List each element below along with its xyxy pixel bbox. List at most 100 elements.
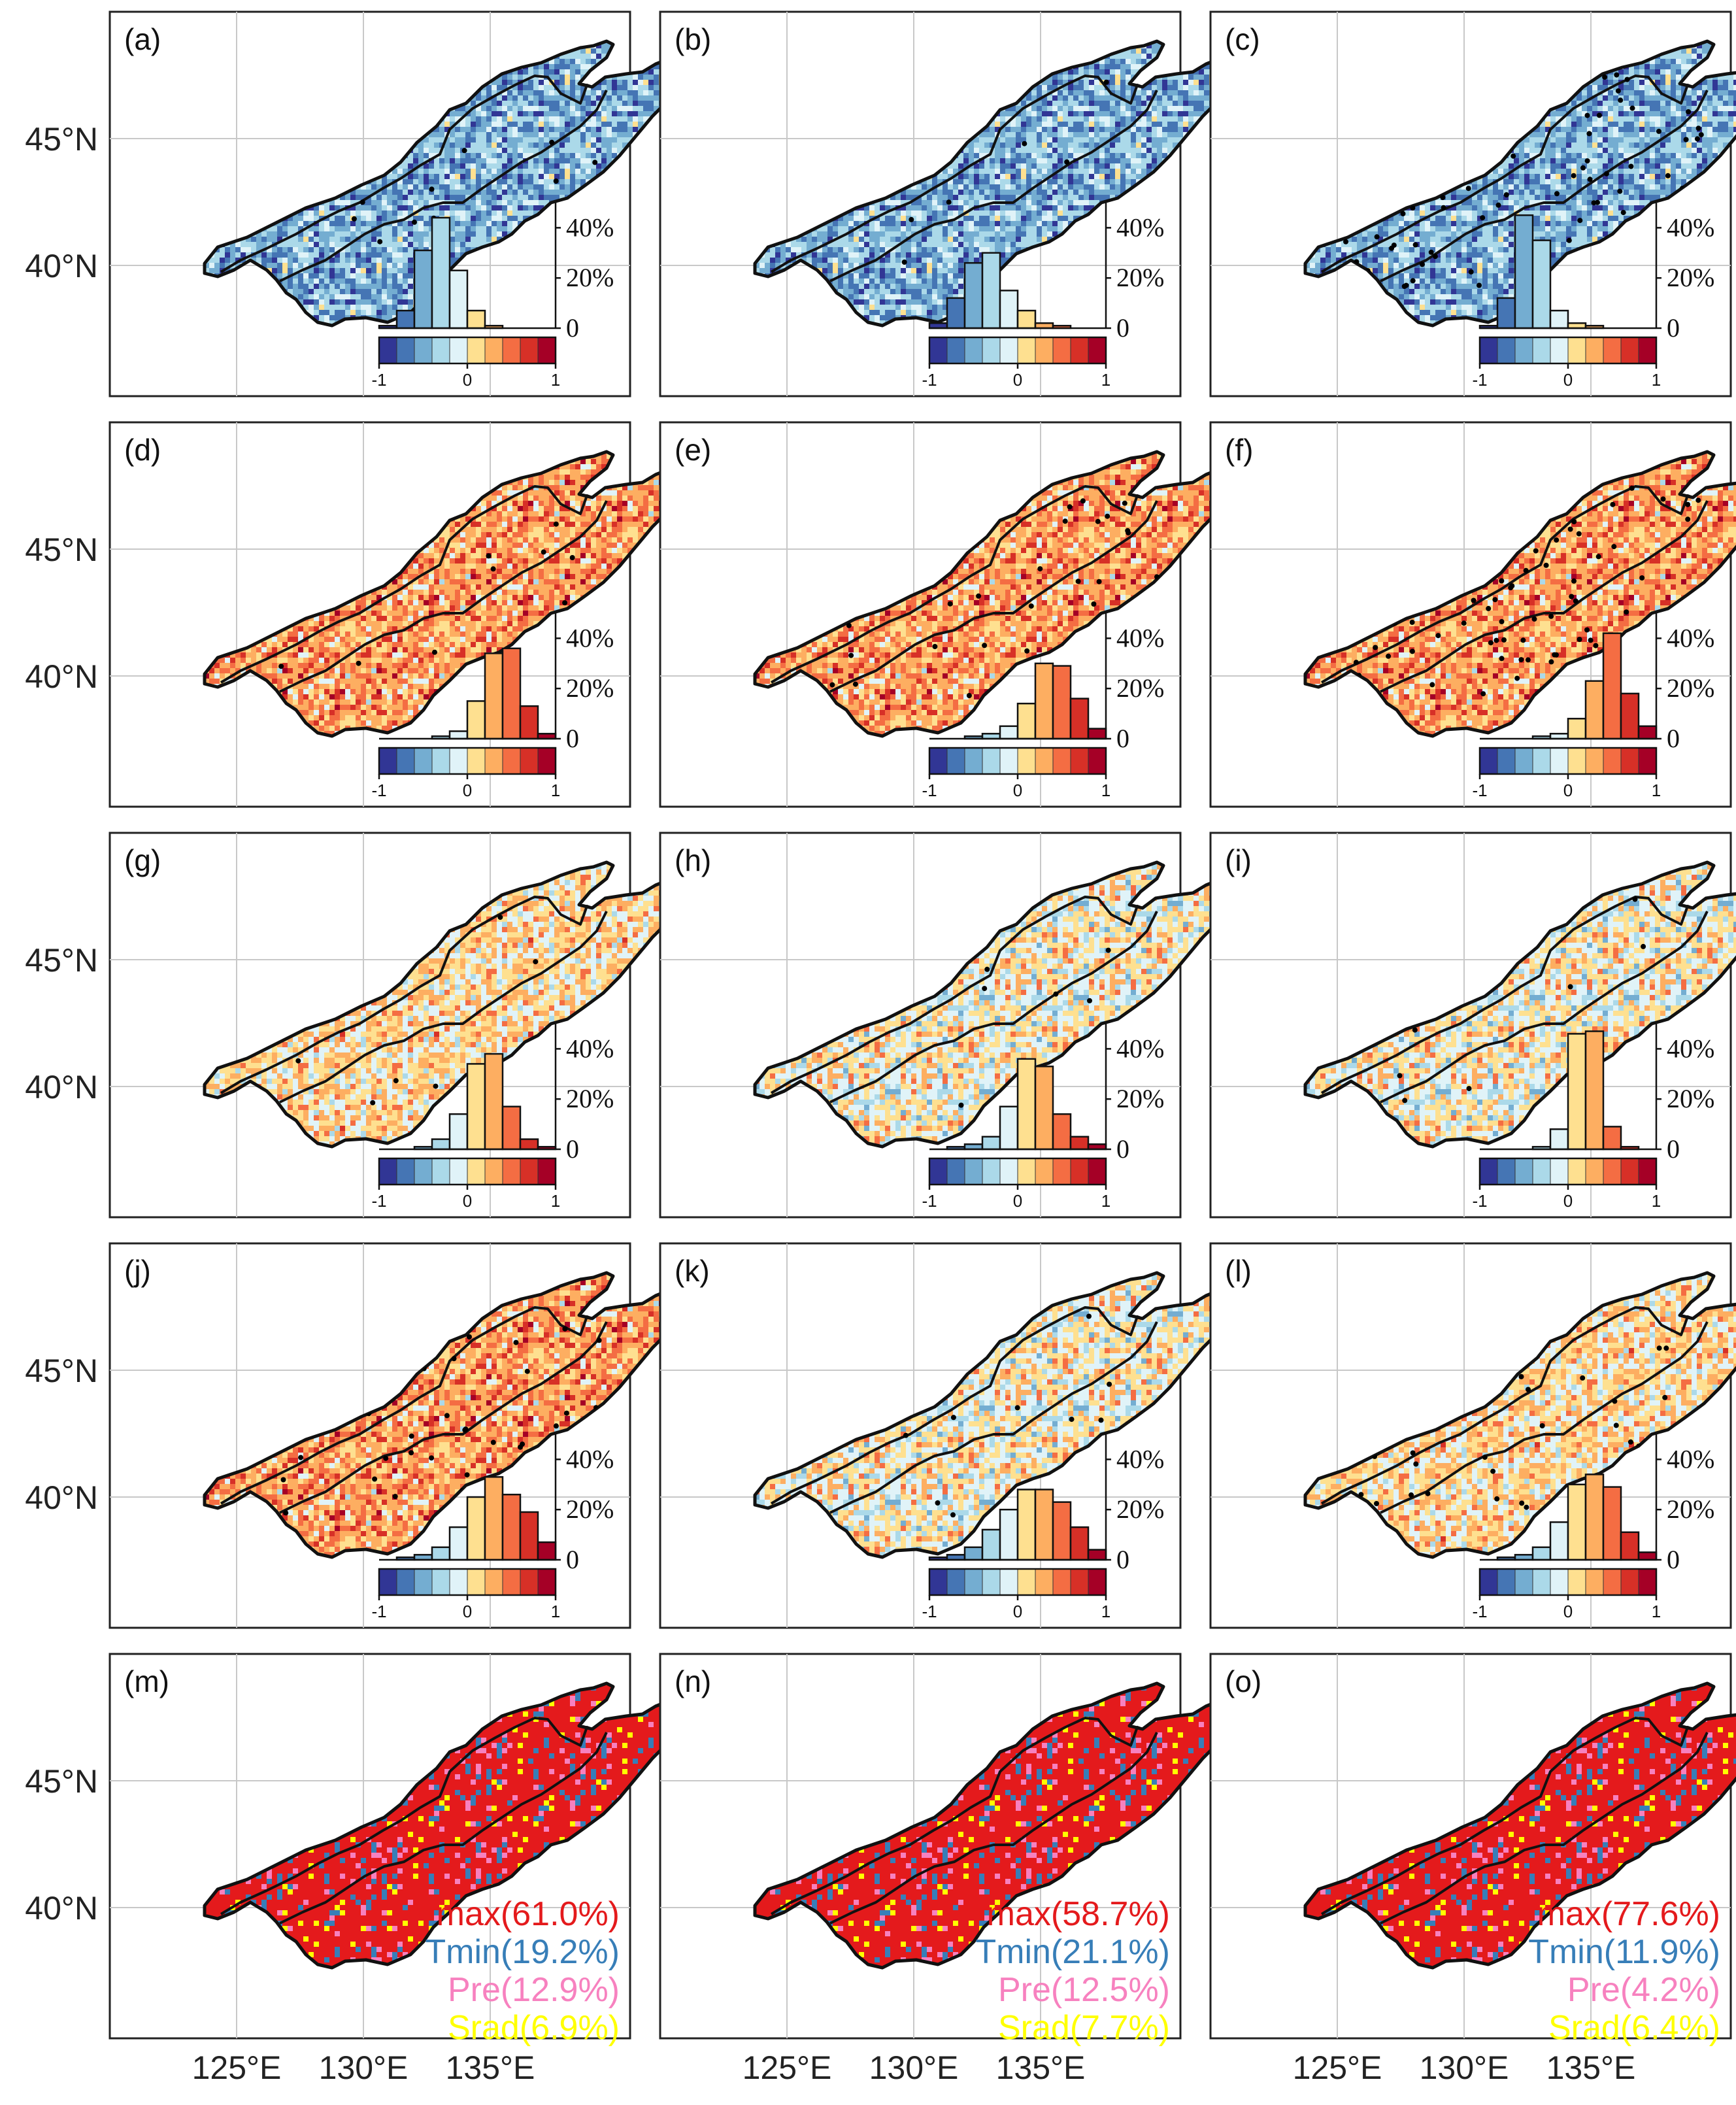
colorbar-swatch (1017, 747, 1036, 775)
colorbar-swatch (1550, 1568, 1569, 1596)
sig-dot (1409, 648, 1415, 654)
sig-dot (1580, 165, 1586, 171)
hist-bar (1549, 309, 1569, 329)
hist-bar (431, 216, 451, 329)
map-panel: (d) 0 20% 40% -1 0 1 (108, 421, 690, 808)
sig-dot (982, 986, 988, 992)
sig-dot (1490, 1468, 1496, 1474)
longitude-label: 125°E (743, 2049, 832, 2086)
hist-bar (466, 309, 486, 329)
map-panel: (j) 0 20% 40% -1 0 1 (108, 1242, 690, 1629)
sig-dot (1374, 234, 1380, 240)
colorbar-swatch (484, 1568, 503, 1596)
colorbar-swatch (1497, 1158, 1516, 1185)
hist-y-tick-label: 40% (1667, 212, 1714, 242)
hist-y-tick-label: 20% (1667, 1494, 1714, 1524)
sig-dot (1103, 79, 1109, 85)
panel-label: (j) (124, 1254, 151, 1288)
colorbar-swatch (502, 1158, 521, 1185)
sig-dot (1432, 254, 1438, 260)
legend-entry-pre: Pre(4.2%) (1567, 1971, 1720, 2009)
colorbar-swatch (946, 747, 965, 775)
sig-dot (1105, 513, 1110, 519)
colorbar-swatch (1585, 1158, 1604, 1185)
map-panel: (i) 0 20% 40% -1 0 1 (1209, 832, 1736, 1219)
sig-dot (553, 1423, 559, 1429)
sig-dot (1603, 171, 1609, 177)
sig-dot (1584, 627, 1590, 633)
longitude-label: 130°E (1420, 2049, 1509, 2086)
sig-dot (1428, 249, 1434, 255)
colorbar-tick-label: 1 (551, 370, 560, 390)
legend-entry-srad: Srad(7.7%) (998, 2009, 1170, 2047)
sig-dot (409, 1450, 414, 1456)
zone-boundary (1380, 90, 1709, 282)
sig-dot (1552, 652, 1558, 658)
hist-bar (1584, 680, 1605, 740)
sig-dot (1499, 618, 1505, 624)
sig-dot (1632, 896, 1638, 902)
hist-y-tick-label: 40% (1667, 1034, 1714, 1063)
sig-dot (1618, 97, 1624, 103)
sig-dot (1613, 1423, 1619, 1428)
hist-bar (1620, 692, 1640, 740)
region-map (1303, 450, 1736, 738)
colorbar-swatch (1479, 747, 1498, 775)
colorbar-swatch (1532, 747, 1551, 775)
sig-dot (1615, 88, 1621, 94)
colorbar-swatch (1088, 1568, 1107, 1596)
sig-dot (1695, 126, 1701, 131)
hist-bar (1034, 662, 1054, 740)
sig-dot (513, 1339, 519, 1345)
hist-y-tick-label: 0 (1667, 1134, 1680, 1164)
sig-dot (1584, 112, 1590, 118)
zone-boundary (279, 500, 608, 693)
colorbar: -1 0 1 (1472, 747, 1661, 800)
sig-dot (1499, 656, 1505, 662)
sig-dot (351, 216, 357, 222)
sig-dot (1400, 210, 1406, 216)
sig-dot (1586, 131, 1592, 137)
colorbar-swatch (946, 1568, 965, 1596)
colorbar-swatch (520, 1158, 539, 1185)
sig-dot (1656, 128, 1661, 134)
sig-dot (1514, 675, 1520, 681)
sig-dot (298, 1455, 304, 1460)
hist-bar (448, 730, 469, 740)
colorbar-swatch (1070, 1568, 1089, 1596)
sig-dot (1105, 947, 1111, 953)
sig-dot (1611, 544, 1617, 550)
sig-dot (1053, 991, 1059, 997)
colorbar-swatch (982, 747, 1001, 775)
colorbar-swatch (502, 1568, 521, 1596)
hist-bar (1637, 1551, 1658, 1561)
hist-bar (1052, 665, 1072, 740)
sig-dot (1588, 637, 1594, 643)
sig-dot (1440, 195, 1446, 201)
sig-dot (433, 1083, 439, 1089)
hist-y-tick-label: 20% (1667, 263, 1714, 292)
sig-dot (1587, 177, 1593, 182)
hist-bar (501, 1105, 522, 1151)
zone-boundary (1380, 911, 1709, 1103)
zone-boundary (829, 911, 1158, 1103)
sig-dot (1519, 1500, 1525, 1506)
sig-dot (932, 644, 938, 649)
colorbar-tick-label: 0 (1563, 1191, 1573, 1211)
hist-y-tick-label: 20% (566, 263, 614, 292)
colorbar-swatch (1567, 1158, 1586, 1185)
panel-label: (i) (1225, 843, 1252, 877)
zone-boundary (1320, 1306, 1694, 1505)
hist-bar (981, 252, 1001, 329)
sig-dot (1064, 159, 1070, 165)
zone-boundary (220, 485, 593, 684)
sig-dot (901, 260, 907, 265)
histogram-inset: 0 20% 40% (379, 613, 614, 753)
sig-dot (966, 693, 972, 698)
colorbar-swatch (449, 747, 468, 775)
hist-bar (466, 1063, 486, 1151)
sig-dot (1468, 269, 1474, 275)
sig-dot (1075, 579, 1081, 584)
sig-dot (1569, 594, 1575, 599)
colorbar-swatch (378, 747, 397, 775)
